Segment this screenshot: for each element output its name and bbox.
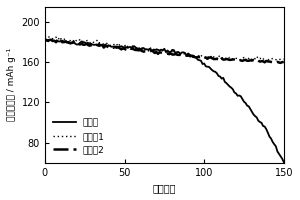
实施例2 — [279, 62, 282, 64]
实施例2 — [190, 55, 193, 57]
实施例2 — [50, 39, 53, 41]
实施例1 — [196, 57, 200, 59]
Y-axis label: 放电比容量 / mAh g⁻¹: 放电比容量 / mAh g⁻¹ — [7, 48, 16, 121]
对比例 — [282, 161, 286, 163]
对比例 — [188, 54, 192, 56]
实施例1 — [43, 35, 47, 38]
实施例2 — [43, 39, 47, 41]
实施例1 — [280, 58, 284, 60]
Legend: 对比例, 实施例1, 实施例2: 对比例, 实施例1, 实施例2 — [50, 115, 108, 158]
Line: 对比例: 对比例 — [45, 39, 284, 162]
实施例1 — [212, 56, 215, 58]
实施例1 — [161, 49, 164, 52]
实施例2 — [212, 58, 215, 60]
对比例 — [128, 46, 131, 48]
实施例2 — [161, 52, 164, 54]
对比例 — [194, 56, 198, 59]
对比例 — [277, 153, 281, 155]
对比例 — [43, 38, 47, 40]
Line: 实施例2: 实施例2 — [45, 40, 284, 63]
实施例2 — [129, 47, 133, 50]
实施例2 — [280, 61, 284, 63]
实施例1 — [263, 61, 266, 64]
对比例 — [159, 48, 163, 51]
Line: 实施例1: 实施例1 — [45, 35, 284, 62]
实施例1 — [129, 48, 133, 50]
实施例1 — [282, 58, 286, 60]
实施例1 — [45, 34, 48, 37]
实施例2 — [196, 56, 200, 58]
X-axis label: 循环圈数: 循环圈数 — [153, 183, 176, 193]
对比例 — [210, 69, 214, 71]
实施例2 — [282, 61, 286, 63]
实施例1 — [190, 56, 193, 58]
